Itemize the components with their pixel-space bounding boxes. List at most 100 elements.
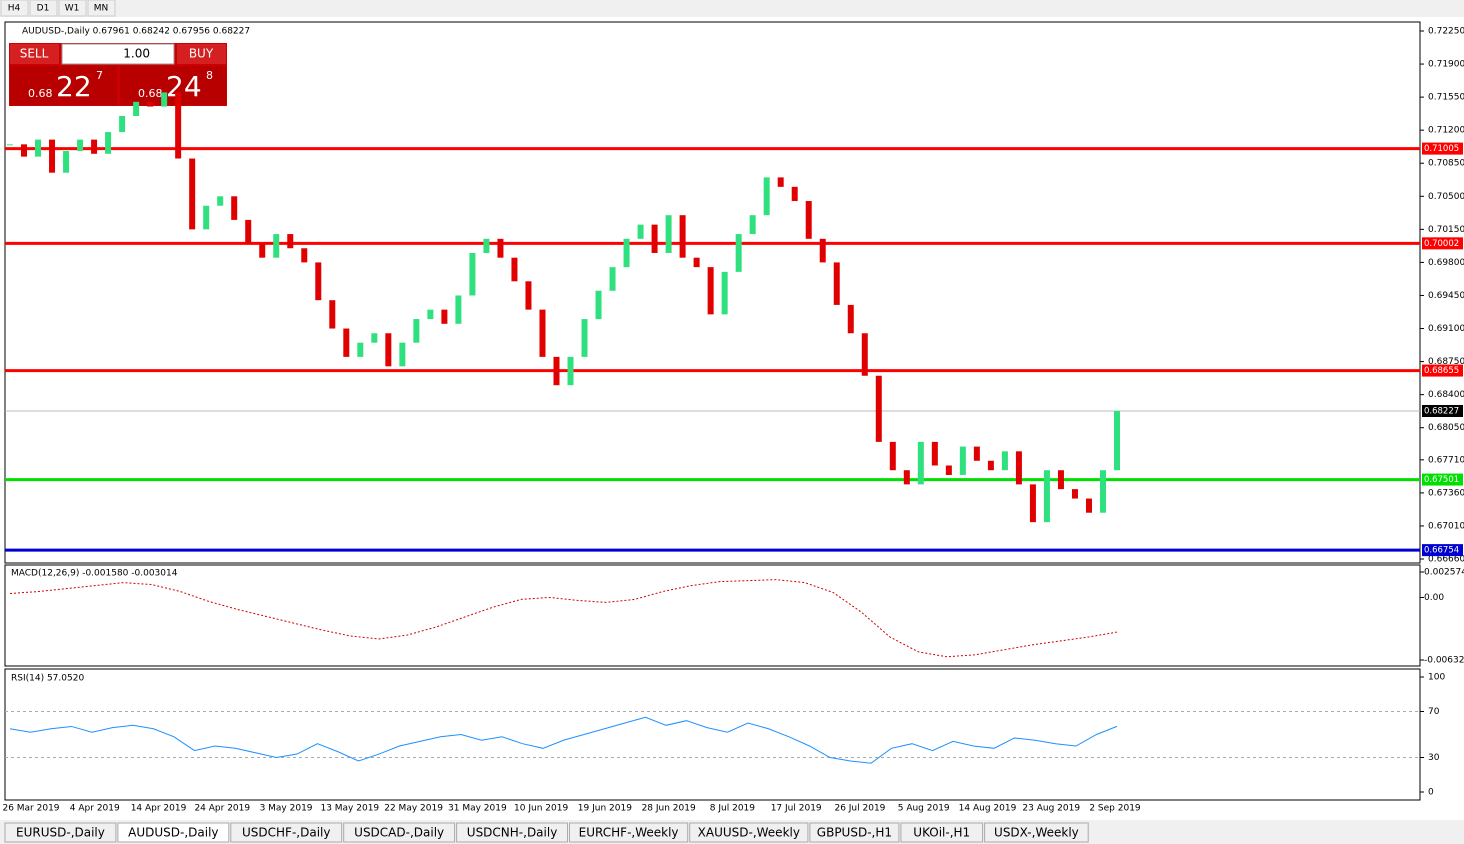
macd-title: MACD(12,26,9) -0.001580 -0.003014 xyxy=(11,569,178,579)
ask-box[interactable] xyxy=(120,66,226,105)
candle xyxy=(749,215,756,235)
candle xyxy=(49,139,56,173)
symbol-tab[interactable] xyxy=(4,822,117,843)
candle xyxy=(581,319,588,357)
x-tick-label: 23 Aug 2019 xyxy=(1022,804,1080,814)
y-tick-label: 0.72250 xyxy=(1428,27,1464,37)
symbol-tab[interactable] xyxy=(230,822,343,843)
candle xyxy=(455,295,462,324)
sell-button[interactable] xyxy=(10,44,59,64)
timeframe-label: MN xyxy=(94,4,109,14)
candle xyxy=(133,101,140,117)
candle xyxy=(1001,451,1008,471)
symbol-tab-label: USDCHF-,Daily xyxy=(242,826,330,840)
y-tick-label: 0.69100 xyxy=(1428,324,1464,334)
candle xyxy=(1043,470,1050,523)
rsi-panel xyxy=(4,668,1421,801)
candle xyxy=(1015,451,1022,485)
candle xyxy=(875,375,882,442)
level-label: 0.71005 xyxy=(1424,144,1459,154)
symbol-tab[interactable] xyxy=(689,822,809,843)
level-label: 0.70002 xyxy=(1424,239,1459,249)
ask-big: 24 xyxy=(166,70,202,103)
candle xyxy=(175,92,182,159)
symbol-tab[interactable] xyxy=(984,822,1089,843)
candle xyxy=(287,234,294,249)
y-tick-label: 0.71550 xyxy=(1428,93,1464,103)
candle xyxy=(77,139,84,151)
x-tick-label: 14 Apr 2019 xyxy=(131,804,187,814)
candle xyxy=(1114,410,1120,471)
candle xyxy=(973,446,980,461)
candle xyxy=(763,177,770,216)
candle xyxy=(35,139,42,157)
candle xyxy=(945,465,952,475)
candle xyxy=(819,238,826,263)
symbol-tab-label: EURCHF-,Weekly xyxy=(579,826,679,840)
symbol-tab-label: USDCAD-,Daily xyxy=(354,826,444,840)
symbol-tab[interactable] xyxy=(809,822,900,843)
candle xyxy=(777,177,784,187)
candle xyxy=(427,309,434,320)
buy-label: BUY xyxy=(189,47,214,61)
candle xyxy=(511,257,518,282)
symbol-tab-label: USDCNH-,Daily xyxy=(467,826,558,840)
x-tick-label: 26 Jul 2019 xyxy=(834,804,885,814)
timeframe-button[interactable] xyxy=(0,0,29,17)
candle xyxy=(567,356,574,386)
volume-input[interactable] xyxy=(61,43,175,65)
candle xyxy=(609,267,616,291)
symbol-tab-label: XAUUSD-,Weekly xyxy=(698,826,800,840)
x-tick-label: 31 May 2019 xyxy=(448,804,507,814)
x-tick-label: 8 Jul 2019 xyxy=(710,804,755,814)
x-tick-label: 13 May 2019 xyxy=(320,804,379,814)
macd-tick-label: 0.00 xyxy=(1424,593,1444,603)
volume: 1.00 xyxy=(123,47,150,61)
candle xyxy=(637,224,644,239)
candle xyxy=(987,460,994,471)
candle xyxy=(1085,498,1092,513)
timeframe-label: H4 xyxy=(8,4,21,14)
candle xyxy=(203,205,210,230)
x-tick-label: 14 Aug 2019 xyxy=(959,804,1017,814)
candle xyxy=(483,238,490,253)
symbol-tab-label: UKOil-,H1 xyxy=(913,826,970,840)
x-tick-label: 19 Jun 2019 xyxy=(578,804,632,814)
timeframe-button[interactable] xyxy=(29,0,58,17)
candle xyxy=(231,196,238,220)
candle xyxy=(651,224,658,253)
candle xyxy=(721,271,728,315)
candle xyxy=(343,328,350,357)
candle xyxy=(329,300,336,329)
symbol-tab[interactable] xyxy=(569,822,689,843)
y-tick-label: 0.67710 xyxy=(1428,455,1464,465)
candle xyxy=(357,342,364,357)
x-tick-label: 5 Aug 2019 xyxy=(898,804,950,814)
level-label: 0.66754 xyxy=(1424,546,1459,556)
symbol-tab[interactable] xyxy=(456,822,569,843)
x-tick-label: 2 Sep 2019 xyxy=(1089,804,1141,814)
rsi-line xyxy=(9,716,1118,764)
symbol-tab-label: GBPUSD-,H1 xyxy=(817,826,892,840)
candle xyxy=(497,238,504,258)
y-tick-label: 0.70150 xyxy=(1428,225,1464,235)
bid-box[interactable] xyxy=(10,66,117,105)
candle xyxy=(525,281,532,310)
buy-button[interactable] xyxy=(177,44,226,64)
chart-header: AUDUSD-,Daily 0.67961 0.68242 0.67956 0.… xyxy=(22,27,250,37)
y-tick-label: 0.67010 xyxy=(1428,521,1464,531)
candle xyxy=(105,132,112,154)
symbol-tab[interactable] xyxy=(117,822,230,843)
symbol-tab[interactable] xyxy=(900,822,984,843)
timeframe-button[interactable] xyxy=(58,0,87,17)
symbol-tab-label: AUDUSD-,Daily xyxy=(128,826,218,840)
timeframe-button[interactable] xyxy=(87,0,116,17)
candle xyxy=(553,356,560,386)
symbol-tab[interactable] xyxy=(343,822,456,843)
x-tick-label: 3 May 2019 xyxy=(260,804,313,814)
candle xyxy=(147,101,154,107)
x-tick-label: 10 Jun 2019 xyxy=(514,804,568,814)
sell-label: SELL xyxy=(20,47,49,61)
candle xyxy=(21,144,28,157)
